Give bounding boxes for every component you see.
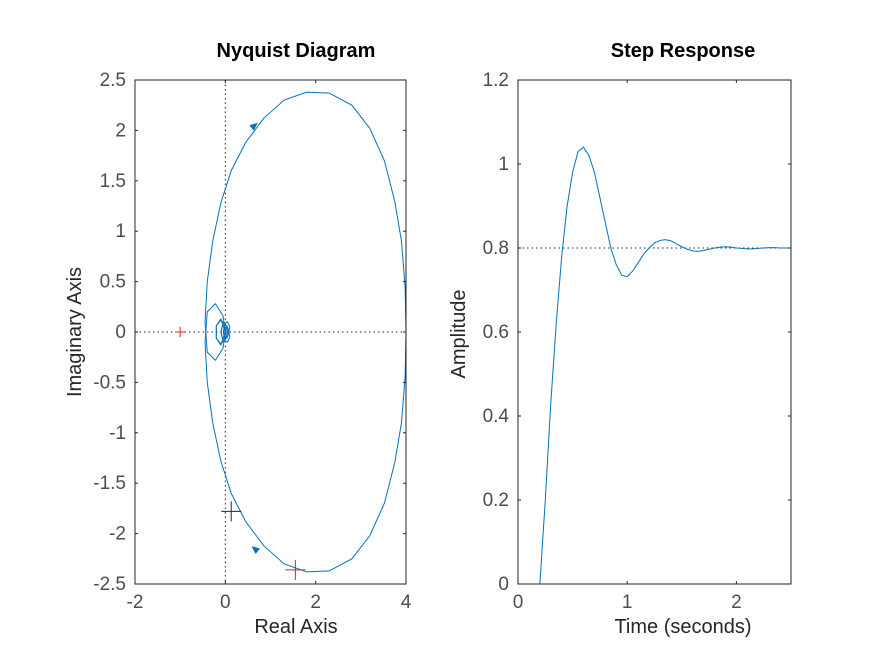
nyquist-curve-negative-frequency xyxy=(204,91,407,362)
nyquist-y-tick-label: -1 xyxy=(109,423,126,444)
step-axes: 0 1 2 1.2 1 0.8 0.6 0.4 0.2 0 Step Response Time … xyxy=(448,40,792,638)
nyquist-x-tick-label: 0 xyxy=(220,592,231,613)
step-response-curve xyxy=(518,146,791,585)
nyquist-markers xyxy=(175,327,306,580)
nyquist-critical-point-marker xyxy=(175,327,186,337)
nyquist-x-tick-label: 2 xyxy=(310,592,321,613)
step-y-tick-label: 1.2 xyxy=(483,70,509,91)
step-y-tick-label: 1 xyxy=(498,154,509,175)
step-ticks: 0 1 2 1.2 1 0.8 0.6 0.4 0.2 0 xyxy=(483,70,791,613)
nyquist-y-label: Imaginary Axis xyxy=(64,267,86,397)
step-title: Step Response xyxy=(611,40,755,62)
nyquist-margin-marker-2 xyxy=(221,501,242,522)
nyquist-axes: -2 0 2 42.521.510.50-0.5-1-1.5-2-2.5 Nyquis… xyxy=(64,40,412,638)
nyquist-y-tick-label: -2.5 xyxy=(93,574,126,595)
nyquist-ticks: -2 0 2 42.521.510.50-0.5-1-1.5-2-2.5 xyxy=(93,70,411,613)
nyquist-y-tick-label: 2 xyxy=(115,120,126,141)
nyquist-y-tick-label: 0.5 xyxy=(100,272,126,293)
nyquist-y-tick-label: -0.5 xyxy=(93,372,126,393)
step-y-label: Amplitude xyxy=(448,290,470,379)
nyquist-direction-arrow-2 xyxy=(251,546,261,554)
nyquist-y-tick-label: 1.5 xyxy=(100,171,126,192)
nyquist-y-tick-label: -2 xyxy=(109,524,126,545)
nyquist-y-tick-label: 2.5 xyxy=(100,70,126,91)
nyquist-y-tick-label: -1.5 xyxy=(93,473,126,494)
step-x-tick-label: 1 xyxy=(622,592,633,613)
step-y-tick-label: 0.2 xyxy=(483,490,509,511)
nyquist-y-tick-label: 0 xyxy=(115,322,126,343)
step-x-tick-label: 2 xyxy=(731,592,742,613)
step-y-tick-label: 0.6 xyxy=(483,322,509,343)
step-x-tick-label: 0 xyxy=(513,592,524,613)
step-plot-area xyxy=(518,80,791,584)
nyquist-margin-marker-1 xyxy=(285,559,306,580)
nyquist-y-tick-label: 1 xyxy=(115,221,126,242)
step-series xyxy=(518,146,791,585)
nyquist-curve-positive-frequency xyxy=(204,302,407,573)
nyquist-series xyxy=(204,91,407,573)
step-y-tick-label: 0.8 xyxy=(483,238,509,259)
step-y-tick-label: 0 xyxy=(498,574,509,595)
nyquist-direction-arrow-1 xyxy=(249,122,258,131)
step-y-tick-label: 0.4 xyxy=(483,406,510,427)
nyquist-x-label: Real Axis xyxy=(254,616,337,638)
nyquist-x-tick-label: 4 xyxy=(401,592,412,613)
nyquist-title: Nyquist Diagram xyxy=(217,40,376,62)
nyquist-x-tick-label: -2 xyxy=(127,592,144,613)
step-x-label: Time (seconds) xyxy=(614,616,751,638)
